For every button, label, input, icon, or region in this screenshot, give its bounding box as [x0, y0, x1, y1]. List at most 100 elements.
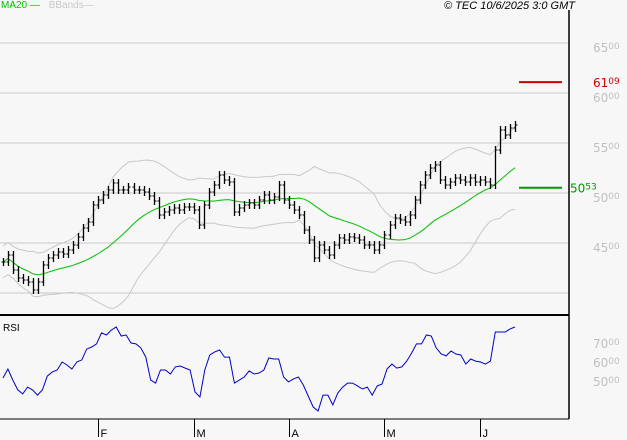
ohlc-bar [272, 193, 277, 204]
ohlc-bar [388, 221, 393, 239]
legend-ma20: MA20 [1, 0, 28, 11]
ohlc-bar [197, 206, 202, 229]
bband-lower [2, 208, 516, 309]
ohlc-bar [372, 241, 377, 254]
ohlc-bar [51, 251, 56, 262]
ohlc-bar [362, 236, 367, 249]
ma20-line [2, 167, 516, 276]
ohlc-bar [96, 196, 101, 209]
ohlc-bar [66, 246, 71, 258]
ohlc-bar [508, 124, 513, 139]
ohlc-bar [61, 248, 66, 258]
legend-ma20-swatch: — [27, 0, 40, 11]
ohlc-bar [257, 196, 262, 209]
rsi-tick-label: 6000 [593, 356, 620, 370]
ohlc-bar [347, 233, 352, 244]
ohlc-bar [282, 181, 287, 204]
ohlc-bar [207, 188, 212, 209]
x-tick-label: M [387, 428, 396, 440]
ohlc-bar [56, 248, 61, 259]
ohlc-bar [327, 246, 332, 259]
ohlc-bar [493, 146, 498, 189]
ohlc-bar [157, 197, 162, 219]
ohlc-bar [212, 181, 217, 196]
ohlc-bar [41, 261, 46, 286]
ohlc-bar [267, 191, 272, 204]
ohlc-bar [132, 183, 137, 194]
x-tick-label: J [483, 428, 489, 440]
ohlc-bar [31, 278, 36, 294]
ohlc-bar [111, 179, 116, 194]
ohlc-bar [322, 241, 327, 254]
ohlc-bar [342, 234, 347, 244]
ohlc-bar [86, 218, 91, 232]
ohlc-bar [126, 183, 131, 194]
ohlc-bar [307, 226, 312, 244]
ohlc-bar [473, 174, 478, 186]
ohlc-bar [167, 206, 172, 216]
ohlc-bar [222, 171, 227, 184]
rsi-tick-label: 7000 [593, 337, 620, 351]
ohlc-bar [428, 164, 433, 179]
ohlc-bar [142, 186, 147, 196]
ohlc-bar [413, 196, 418, 219]
rsi-title: RSI [3, 323, 20, 334]
ohlc-bar [232, 178, 237, 216]
ohlc-bar [513, 121, 518, 132]
price-tick-label: 5500 [593, 141, 620, 155]
ohlc-bar [71, 241, 76, 254]
ohlc-bar [91, 201, 96, 226]
legend: MA20 — BBands— [1, 0, 94, 11]
ohlc-bar [101, 191, 106, 204]
ohlc-bar [147, 188, 152, 200]
bband-upper [2, 125, 516, 254]
ohlc-bar [172, 204, 177, 214]
ohlc-bar [202, 201, 207, 229]
ohlc-bar [302, 211, 307, 234]
ohlc-bar [182, 203, 187, 214]
ohlc-bar [332, 241, 337, 259]
ohlc-bar [237, 204, 242, 216]
price-tick-label: 5000 [593, 191, 620, 205]
ohlc-bar [503, 126, 508, 139]
ohlc-bar [46, 254, 51, 269]
ohlc-bar [121, 186, 126, 194]
ohlc-bar [423, 171, 428, 189]
ohlc-bar [498, 126, 503, 154]
legend-bbands: BBands [48, 0, 84, 11]
ohlc-bar [433, 161, 438, 172]
ohlc-bar [468, 174, 473, 186]
ohlc-bar [11, 251, 16, 274]
ohlc-bar [393, 214, 398, 229]
ohlc-bar [81, 224, 86, 241]
ohlc-bar [357, 234, 362, 244]
ohlc-bar [217, 171, 222, 189]
ohlc-bar [377, 241, 382, 254]
rsi-tick-label: 5000 [593, 375, 620, 389]
ohlc-bar [312, 236, 317, 262]
price-tick-label: 6500 [593, 41, 620, 55]
ohlc-bar [152, 192, 157, 205]
ohlc-bar [398, 214, 403, 224]
ohlc-bar [247, 199, 252, 209]
ohlc-bar [317, 241, 322, 262]
ohlc-bar [1, 258, 6, 266]
ohlc-bar [262, 191, 267, 204]
ohlc-bar [337, 234, 342, 249]
legend-bbands-swatch: — [83, 0, 94, 11]
ohlc-bar [478, 176, 483, 186]
ohlc-bar [488, 178, 493, 189]
level-label: 5053 [570, 182, 597, 196]
ohlc-bar [367, 241, 372, 249]
ohlc-bar [448, 178, 453, 189]
ohlc-bar [187, 203, 192, 211]
ohlc-bar [162, 208, 167, 219]
ohlc-bar [277, 181, 282, 201]
ohlc-bar [418, 181, 423, 204]
ohlc-bar [252, 199, 257, 209]
price-tick-label: 6000 [593, 91, 620, 105]
ohlc-bar [21, 274, 26, 284]
ohlc-bar [297, 206, 302, 219]
